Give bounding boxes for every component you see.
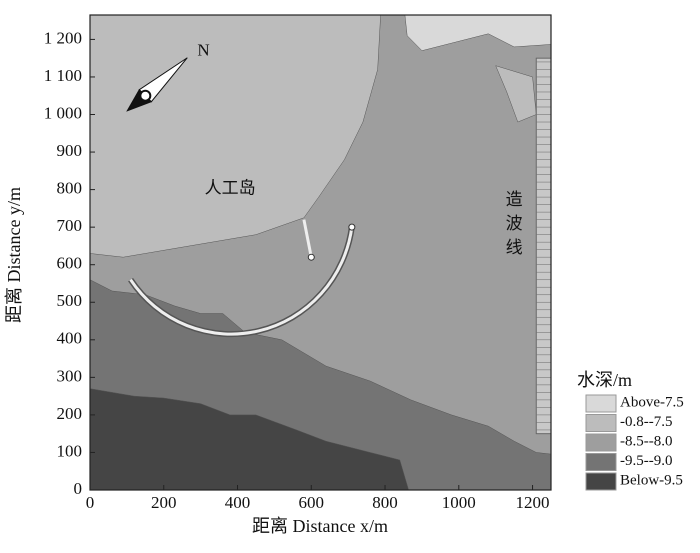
x-tick-label: 400 (225, 493, 251, 512)
legend-swatch (585, 433, 617, 452)
legend-label: -8.5--8.0 (620, 433, 673, 449)
legend-swatch (585, 472, 617, 491)
x-axis-label: 距离 Distance x/m (252, 516, 388, 536)
y-tick-label: 100 (57, 441, 83, 460)
y-tick-label: 800 (57, 179, 83, 198)
jetty-end (307, 253, 315, 261)
y-tick-label: 500 (57, 291, 83, 310)
y-tick-label: 300 (57, 366, 83, 385)
x-tick-label: 800 (372, 493, 398, 512)
y-tick-label: 700 (57, 216, 83, 235)
legend-swatch (585, 414, 617, 432)
legend-label: Below-9.5 (620, 472, 683, 488)
x-tick-label: 200 (151, 493, 177, 512)
north-label: N (197, 41, 209, 60)
depth-map (90, 15, 551, 490)
y-tick-label: 0 (74, 479, 83, 498)
breakwater (129, 226, 354, 336)
y-tick-label: 1 100 (44, 66, 82, 85)
island-label: 人工岛 (205, 179, 256, 198)
legend-label: Above-7.5 (620, 394, 684, 410)
y-axis-label: 距离 Distance y/m (4, 187, 24, 323)
x-tick-label: 1200 (516, 493, 550, 512)
y-tick-label: 600 (57, 254, 83, 273)
jetty (302, 219, 313, 258)
legend-label: -9.5--9.0 (620, 453, 673, 469)
y-tick-label: 1 000 (44, 103, 82, 122)
legend-swatch (585, 453, 617, 471)
legend-label: -0.8--7.5 (620, 414, 673, 430)
x-tick-label: 600 (299, 493, 325, 512)
y-tick-label: 900 (57, 141, 83, 160)
compass-center (139, 89, 152, 102)
x-tick-label: 0 (86, 493, 95, 512)
wave-maker-label: 造波线 (506, 190, 523, 257)
x-tick-label: 1000 (442, 493, 476, 512)
y-tick-label: 1 200 (44, 28, 82, 47)
depth-region (404, 15, 551, 51)
depth-region (495, 65, 537, 123)
legend-swatch (585, 394, 617, 413)
y-tick-label: 400 (57, 329, 83, 348)
jetty-end (348, 223, 356, 231)
legend-title: 水深/m (577, 370, 632, 390)
plot-frame (89, 14, 552, 491)
y-tick-label: 200 (57, 404, 83, 423)
depth-region (90, 388, 409, 490)
